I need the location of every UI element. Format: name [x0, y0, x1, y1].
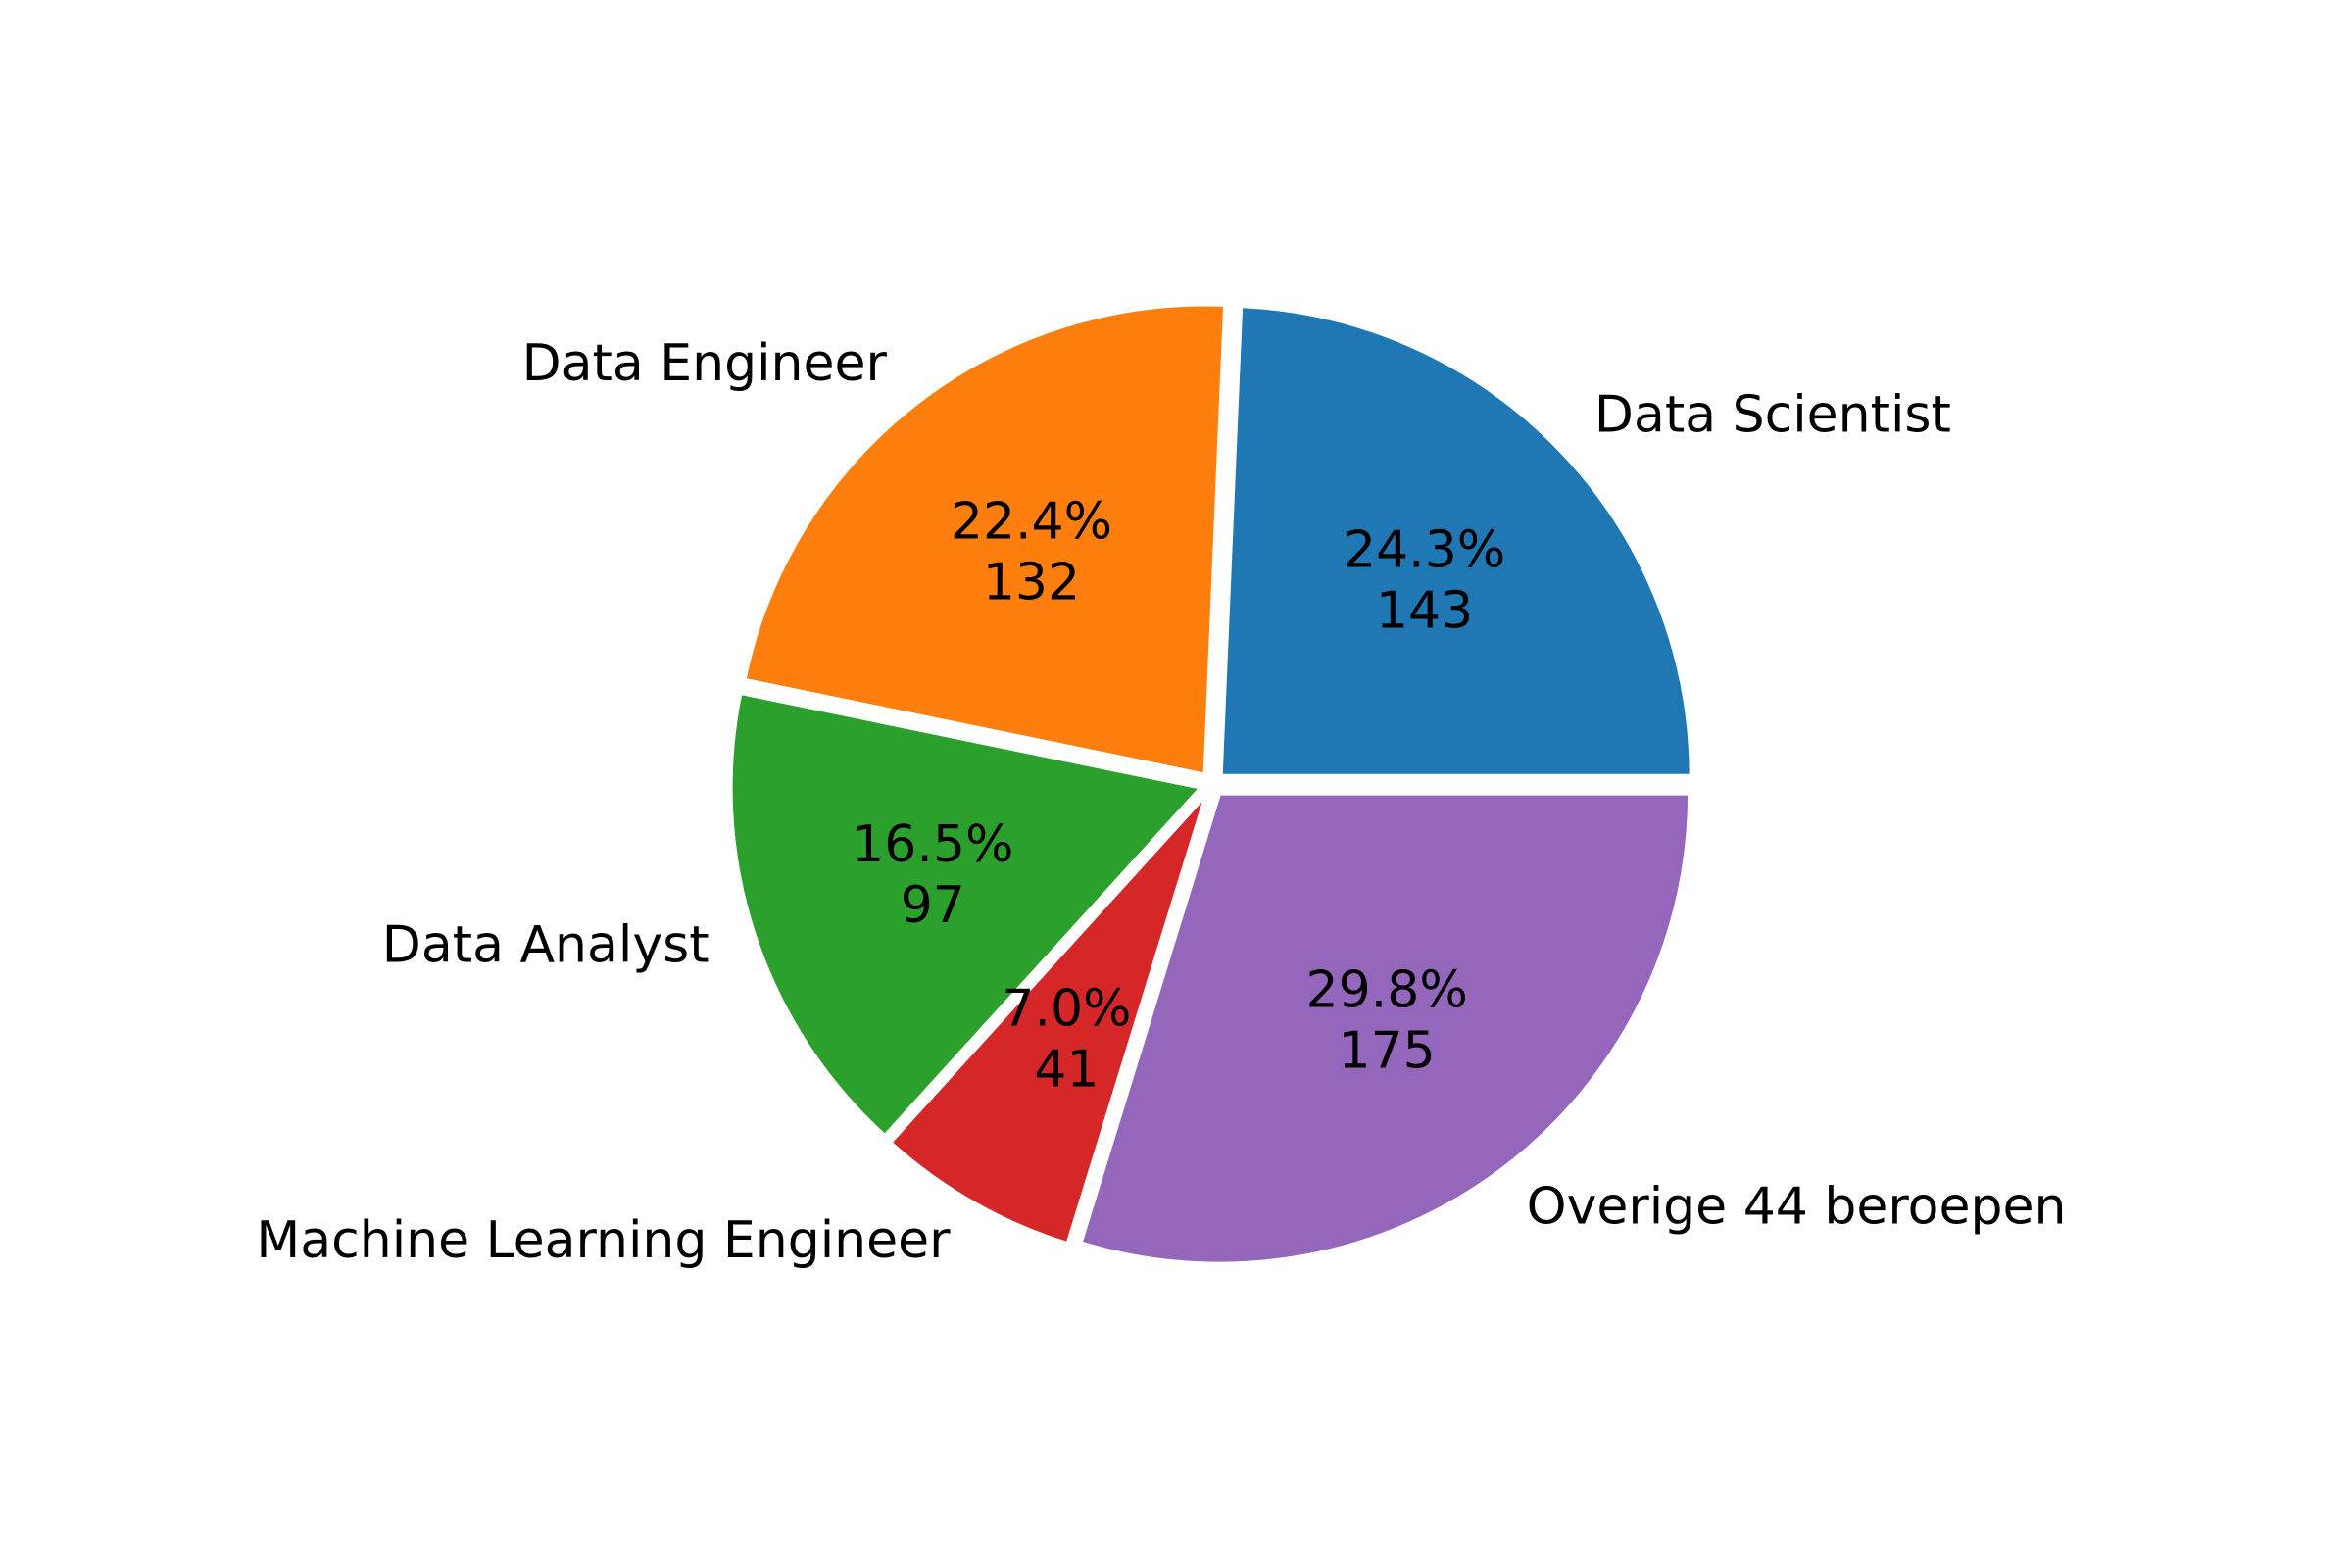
slice-percent-overige-44-beroepen: 29.8% [1306, 960, 1468, 1019]
slice-data-analyst [728, 690, 1205, 1139]
slice-percent-data-engineer: 22.4% [951, 492, 1112, 551]
pie-labels: Data Scientist 24.3% 143 Data Engineer 22.4%… [256, 334, 2066, 1270]
slice-value-label-overige-44-beroepen: 29.8% 175 [1306, 960, 1468, 1080]
slice-label-machine-learning-engineer: Machine Learning Engineer [256, 1211, 951, 1270]
slice-value-label-machine-learning-engineer: 7.0% 41 [1002, 980, 1131, 1100]
slice-count-machine-learning-engineer: 41 [1034, 1041, 1099, 1100]
slice-count-data-engineer: 132 [983, 553, 1080, 612]
slice-machine-learning-engineer [887, 793, 1208, 1247]
slice-percent-machine-learning-engineer: 7.0% [1002, 980, 1131, 1039]
slice-count-data-analyst: 97 [901, 876, 965, 935]
slice-count-data-scientist: 143 [1376, 581, 1473, 640]
slice-value-label-data-scientist: 24.3% 143 [1344, 520, 1505, 640]
slice-data-scientist [1218, 304, 1693, 778]
slice-data-engineer [742, 302, 1228, 777]
slice-label-data-scientist: Data Scientist [1594, 385, 1951, 444]
slice-count-overige-44-beroepen: 175 [1339, 1021, 1436, 1080]
slice-label-data-analyst: Data Analyst [382, 915, 710, 974]
pie-slices [728, 302, 1693, 1266]
slice-percent-data-analyst: 16.5% [852, 815, 1013, 874]
slice-value-label-data-engineer: 22.4% 132 [951, 492, 1112, 612]
slice-label-data-engineer: Data Engineer [522, 334, 888, 393]
slice-percent-data-scientist: 24.3% [1344, 520, 1505, 579]
slice-label-overige-44-beroepen: Overige 44 beroepen [1527, 1177, 2067, 1236]
slice-value-label-data-analyst: 16.5% 97 [852, 815, 1013, 935]
slice-overige-44-beroepen [1078, 791, 1692, 1266]
